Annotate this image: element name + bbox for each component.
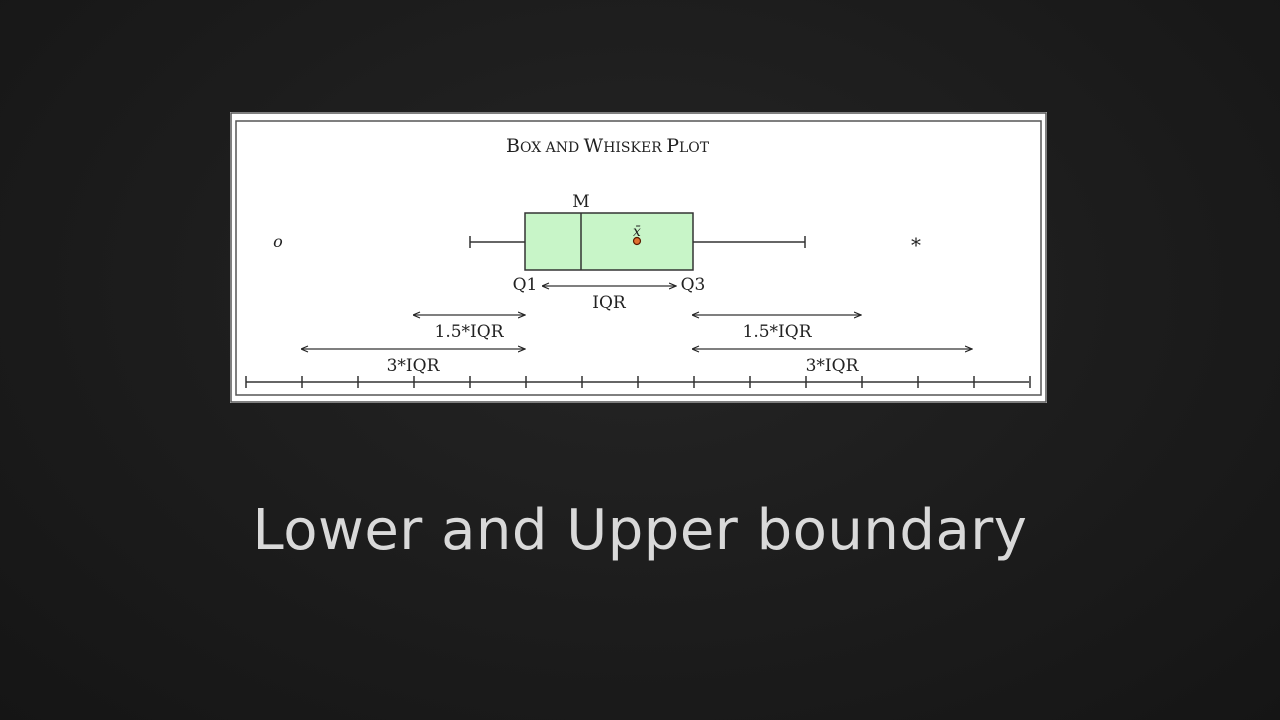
box-whisker-diagram: BOX AND WHISKER PLOT M x̄ o * Q1 Q3 IQR … [230, 112, 1047, 403]
number-line-ticks [245, 376, 1031, 388]
mild-outlier-marker: o [273, 232, 283, 251]
inner-fence-label-left: 1.5*IQR [435, 322, 505, 342]
inner-fence-label-right: 1.5*IQR [743, 322, 813, 342]
diagram-title: BOX AND WHISKER PLOT [506, 135, 710, 157]
mean-label: x̄ [633, 224, 641, 240]
slide-title: Lower and Upper boundary [252, 498, 1028, 563]
median-label: M [572, 192, 589, 212]
iqr-box [524, 212, 694, 271]
iqr-label: IQR [592, 293, 627, 313]
q3-label: Q3 [681, 275, 706, 295]
mean-marker [632, 236, 642, 246]
outer-frame [230, 112, 1047, 403]
inner-frame [235, 120, 1042, 396]
extreme-outlier-marker: * [911, 233, 921, 257]
outer-fence-label-right: 3*IQR [806, 356, 860, 376]
outer-fence-label-left: 3*IQR [387, 356, 441, 376]
q1-label: Q1 [513, 275, 538, 295]
